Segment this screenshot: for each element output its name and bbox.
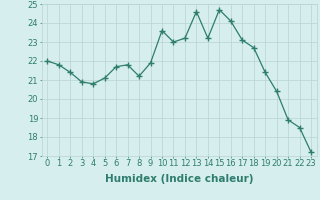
X-axis label: Humidex (Indice chaleur): Humidex (Indice chaleur) — [105, 174, 253, 184]
